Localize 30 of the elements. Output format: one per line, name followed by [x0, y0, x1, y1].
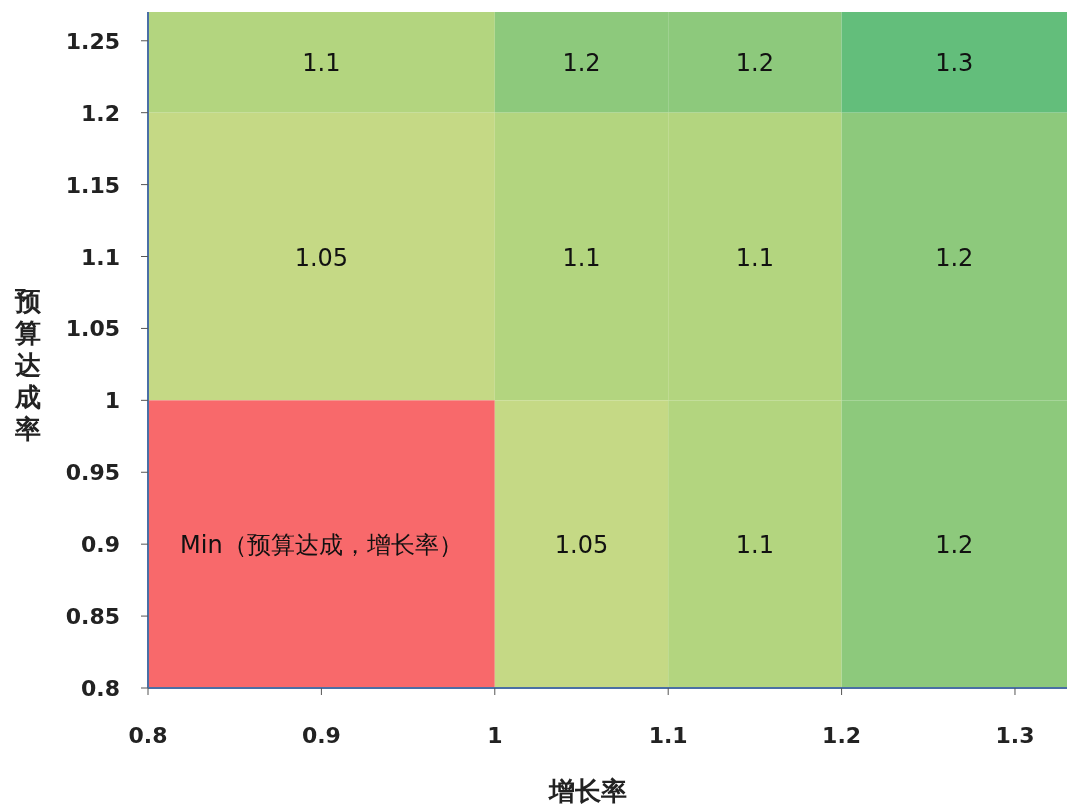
text: Min（预算达成，增长率） — [180, 531, 463, 560]
data-label: 1.1 — [562, 243, 601, 272]
data-label: 1.2 — [562, 49, 601, 78]
data-label: 1.1 — [735, 531, 774, 560]
y-tick-label: 0.9 — [81, 532, 120, 558]
y-tick-label: 1.2 — [81, 100, 120, 126]
y-tick-label: 0.95 — [65, 460, 120, 486]
y-tick-label: 1.1 — [81, 244, 120, 270]
y-tick-label: 1.25 — [65, 28, 120, 54]
x-axis-title: 增长率 — [547, 776, 627, 806]
x-tick-label: 1.1 — [648, 723, 688, 748]
y-tick-label: 0.8 — [81, 676, 120, 701]
x-tick-label: 1.3 — [995, 723, 1035, 748]
data-label: 1.2 — [935, 243, 974, 272]
x-tick-label: 0.9 — [301, 723, 341, 748]
y-tick-label: 1.05 — [65, 316, 120, 342]
y-tick-label: 0.85 — [65, 604, 120, 630]
data-label: 1.1 — [735, 243, 774, 272]
x-tick-label: 0.8 — [128, 723, 168, 748]
y-tick-label: 1 — [104, 388, 120, 414]
data-label: 1.05 — [294, 243, 349, 272]
y-tick-label: 1.15 — [65, 172, 120, 198]
y-axis-title: 预算达成率 — [14, 286, 41, 444]
data-label: 1.1 — [302, 49, 341, 78]
data-label: 1.2 — [735, 49, 774, 78]
x-tick-label: 1.2 — [822, 723, 862, 748]
data-label: 1.2 — [935, 531, 974, 560]
x-tick-label: 1 — [487, 723, 503, 748]
data-label: 1.3 — [935, 49, 974, 78]
data-label: 1.05 — [554, 531, 609, 560]
